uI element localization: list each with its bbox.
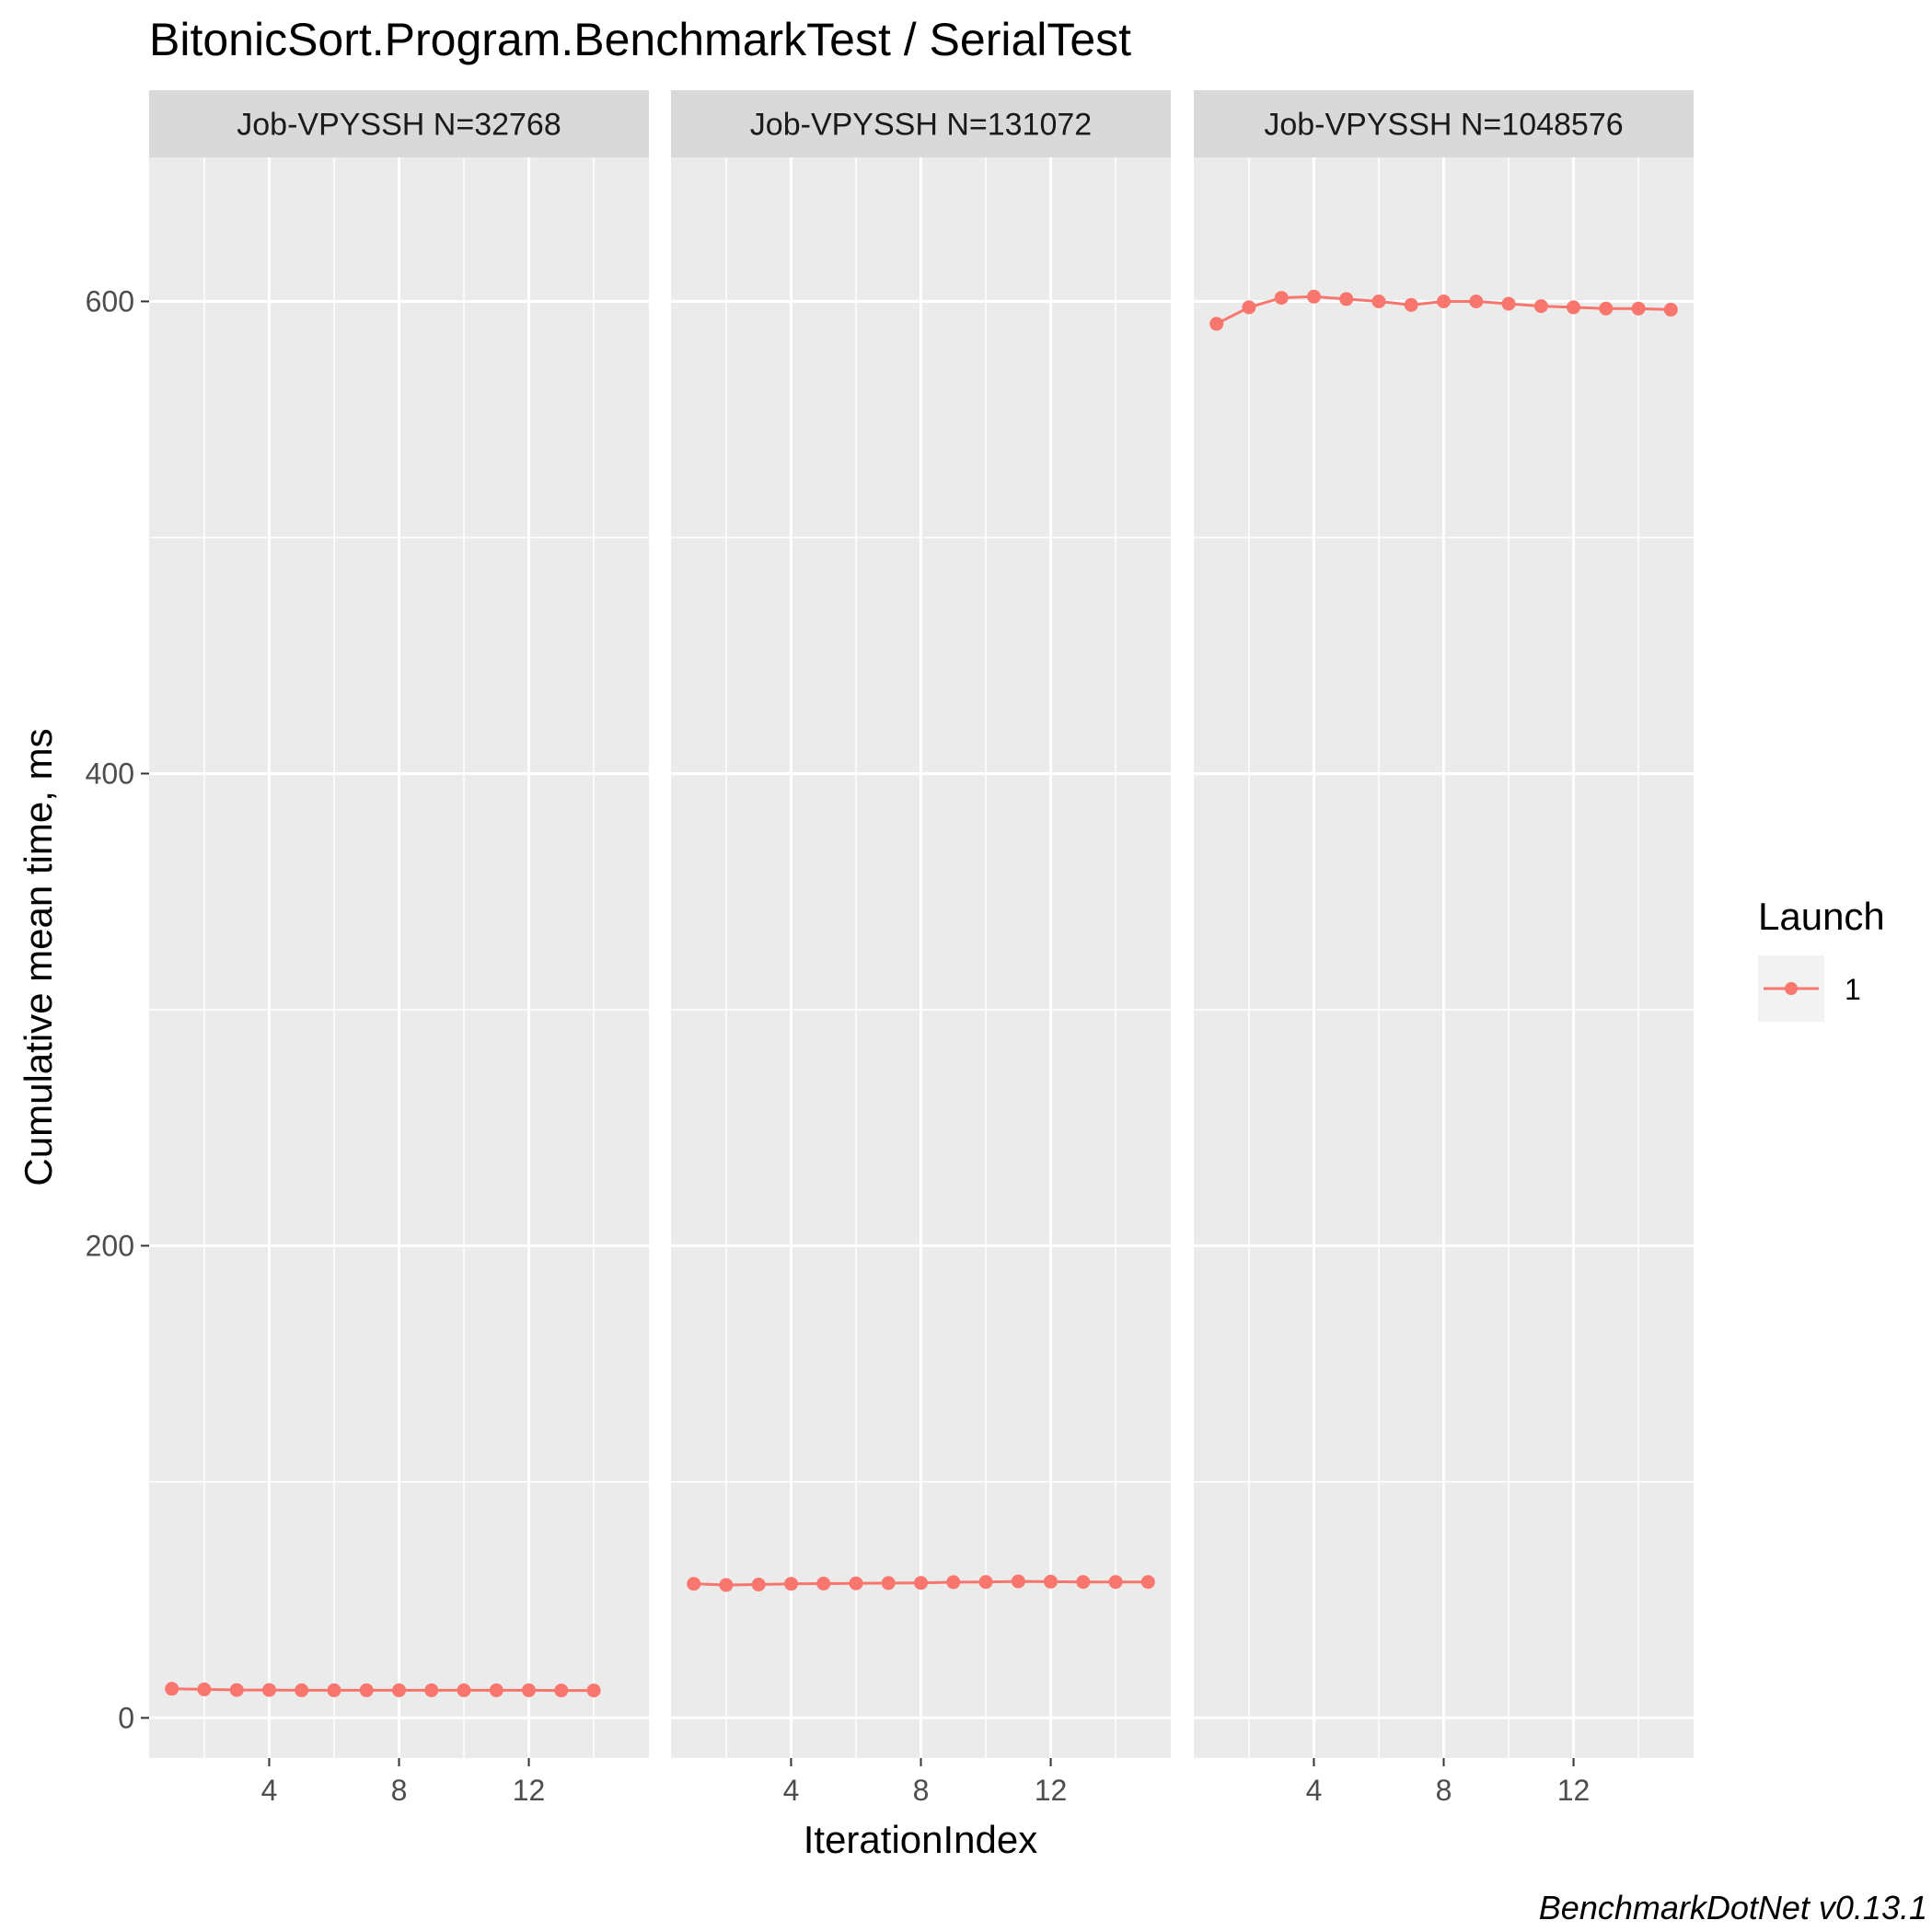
data-point — [1339, 292, 1354, 307]
data-point — [784, 1577, 798, 1591]
data-point — [1108, 1575, 1123, 1590]
legend-key-point — [1785, 982, 1798, 995]
legend-title: Launch — [1758, 895, 1885, 938]
data-point — [687, 1577, 701, 1591]
y-axis: 0 200 400 600 — [86, 284, 149, 1734]
data-point — [1140, 1575, 1155, 1590]
data-point — [849, 1576, 863, 1591]
x-tick-label: 12 — [1035, 1774, 1068, 1807]
data-point — [1044, 1574, 1058, 1589]
x-tick-label: 12 — [1557, 1774, 1591, 1807]
data-point — [914, 1576, 928, 1591]
facet-strip — [1194, 90, 1694, 157]
data-point — [262, 1683, 276, 1697]
data-point — [554, 1683, 569, 1698]
data-point — [359, 1683, 374, 1697]
chart-title: BitonicSort.Program.BenchmarkTest / Seri… — [149, 14, 1131, 65]
data-point — [1404, 297, 1418, 312]
data-point — [978, 1575, 993, 1590]
data-point — [489, 1683, 503, 1697]
facet-panel: Job-VPYSSH N=32768 4 8 12 — [149, 90, 649, 1807]
data-point — [197, 1682, 212, 1696]
legend-entry-label: 1 — [1845, 973, 1861, 1006]
data-point — [1567, 300, 1580, 315]
data-point — [1533, 299, 1548, 314]
legend: Launch 1 — [1758, 895, 1885, 1022]
data-point — [1501, 296, 1516, 311]
x-tick-label: 8 — [391, 1774, 408, 1807]
y-axis-title: Cumulative mean time, ms — [17, 728, 60, 1186]
data-point — [165, 1682, 179, 1696]
data-point — [719, 1578, 734, 1592]
x-tick-label: 8 — [1436, 1774, 1452, 1807]
data-point — [1011, 1574, 1025, 1589]
facet-strip — [149, 90, 649, 157]
data-point — [1274, 291, 1289, 306]
chart-caption: BenchmarkDotNet v0.13.1 — [1539, 1889, 1927, 1926]
facet-strip-label: Job-VPYSSH N=131072 — [750, 108, 1092, 143]
x-axis-title: IterationIndex — [804, 1818, 1038, 1861]
data-point — [522, 1683, 536, 1697]
data-point — [1599, 301, 1614, 316]
x-tick-label: 4 — [1306, 1774, 1323, 1807]
data-point — [1209, 317, 1224, 331]
data-point — [1631, 301, 1646, 316]
data-point — [424, 1683, 439, 1697]
y-tick-label: 200 — [86, 1229, 134, 1262]
facet-panel: Job-VPYSSH N=131072 4 8 12 — [671, 90, 1171, 1807]
y-tick-label: 400 — [86, 757, 134, 790]
data-point — [1371, 295, 1386, 308]
data-point — [1663, 302, 1678, 317]
data-point — [1242, 300, 1256, 315]
data-point — [1437, 295, 1451, 308]
y-tick-label: 600 — [86, 284, 134, 318]
x-tick-label: 4 — [783, 1774, 800, 1807]
data-point — [1076, 1575, 1091, 1590]
x-tick-label: 4 — [261, 1774, 278, 1807]
data-point — [946, 1575, 961, 1590]
data-point — [1469, 295, 1484, 308]
facet-strip-label: Job-VPYSSH N=1048576 — [1264, 108, 1623, 143]
data-point — [229, 1683, 244, 1697]
data-point — [816, 1577, 831, 1591]
x-tick-label: 8 — [913, 1774, 930, 1807]
facet-strip — [671, 90, 1171, 157]
data-point — [327, 1683, 341, 1697]
y-tick-label: 0 — [118, 1701, 134, 1734]
x-tick-label: 12 — [513, 1774, 546, 1807]
facet-panel: Job-VPYSSH N=1048576 4 8 12 — [1194, 90, 1694, 1807]
data-point — [751, 1578, 766, 1591]
data-point — [881, 1576, 896, 1591]
data-point — [586, 1683, 601, 1698]
data-point — [457, 1683, 471, 1697]
data-point — [295, 1683, 309, 1697]
data-point — [392, 1683, 406, 1697]
data-point — [1307, 289, 1321, 304]
facet-strip-label: Job-VPYSSH N=32768 — [237, 108, 561, 143]
